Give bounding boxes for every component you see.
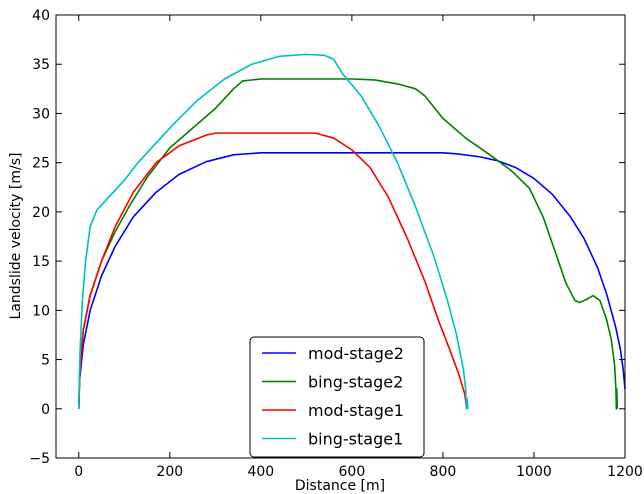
y-tick-label: 30 [32, 106, 50, 122]
series-line-bing-stage1 [77, 53, 469, 410]
plot-frame [55, 14, 626, 459]
legend-label: bing-stage1 [308, 430, 403, 449]
y-tick-label: 20 [32, 205, 50, 221]
series-line-mod-stage2 [77, 152, 626, 409]
legend-label: mod-stage2 [308, 344, 404, 363]
ticks-layer: 0 200 400 600 800 1000 1200 −5 0 5 10 15 20 25 30 35 40 [29, 8, 642, 480]
x-axis-title: Distance [m] [295, 478, 385, 494]
legend-label: mod-stage1 [308, 401, 404, 420]
y-axis-title: Landslide velocity [m/s] [8, 153, 24, 320]
y-tick-label: 5 [41, 353, 50, 369]
series-line-mod-stage1 [77, 132, 468, 409]
x-tick-label: 200 [156, 464, 183, 480]
x-tick-label: 0 [74, 464, 83, 480]
y-tick-label: 40 [32, 8, 50, 24]
series-layer [77, 53, 626, 410]
legend-label: bing-stage2 [308, 373, 403, 392]
y-tick-label: 25 [32, 156, 50, 172]
x-tick-label: 800 [430, 464, 457, 480]
y-tick-label: −5 [29, 451, 50, 467]
y-tick-label: 35 [32, 57, 50, 73]
series-line-bing-stage2 [77, 78, 619, 410]
legend-frame [249, 336, 425, 458]
y-tick-label: 0 [41, 402, 50, 418]
y-tick-label: 15 [32, 254, 50, 270]
x-tick-label: 1200 [607, 464, 643, 480]
y-tick-label: 10 [32, 303, 50, 319]
x-tick-label: 600 [339, 464, 366, 480]
x-tick-label: 1000 [516, 464, 552, 480]
x-tick-label: 400 [247, 464, 274, 480]
legend: mod-stage2 bing-stage2 mod-stage1 bing-stag… [249, 336, 425, 458]
